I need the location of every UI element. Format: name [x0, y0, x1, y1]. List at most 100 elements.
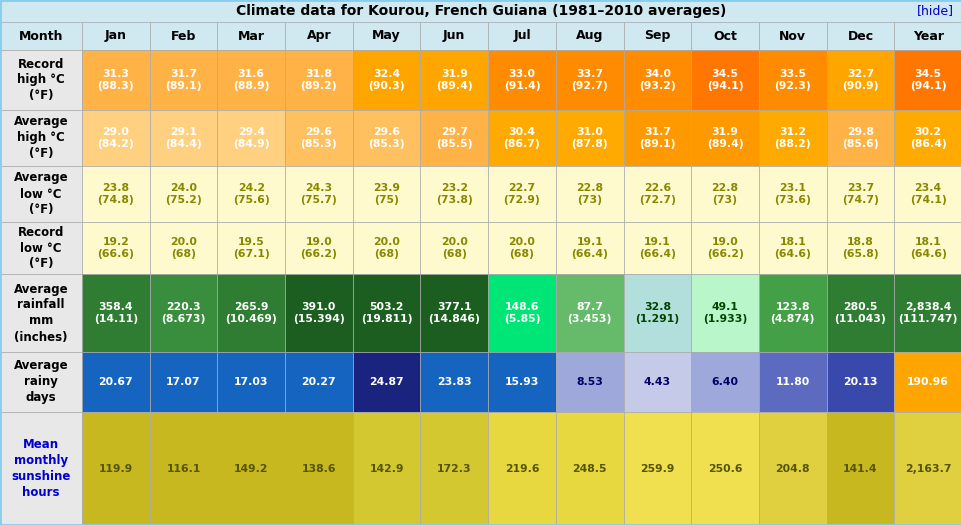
Bar: [82, 22, 150, 50]
Bar: [284, 110, 353, 166]
Bar: [487, 412, 555, 525]
Text: 23.1
(73.6): 23.1 (73.6): [774, 183, 810, 205]
Text: 19.1
(66.4): 19.1 (66.4): [638, 237, 676, 259]
Text: 33.0
(91.4): 33.0 (91.4): [504, 69, 540, 91]
Text: 19.0
(66.2): 19.0 (66.2): [300, 237, 337, 259]
Bar: [894, 274, 961, 352]
Bar: [894, 412, 961, 525]
Text: May: May: [372, 29, 401, 43]
Text: 20.0
(68): 20.0 (68): [508, 237, 535, 259]
Bar: [691, 412, 758, 525]
Bar: [825, 274, 894, 352]
Bar: [623, 22, 691, 50]
Bar: [420, 222, 487, 274]
Text: Year: Year: [912, 29, 943, 43]
Bar: [691, 22, 758, 50]
Bar: [284, 222, 353, 274]
Text: 11.80: 11.80: [775, 377, 809, 387]
Text: 33.5
(92.3): 33.5 (92.3): [774, 69, 810, 91]
Bar: [691, 166, 758, 222]
Bar: [894, 110, 961, 166]
Text: 250.6: 250.6: [707, 464, 742, 474]
Text: 2,163.7: 2,163.7: [904, 464, 950, 474]
Text: Aug: Aug: [576, 29, 603, 43]
Bar: [217, 352, 284, 412]
Bar: [0, 222, 82, 274]
Bar: [691, 222, 758, 274]
Text: 20.67: 20.67: [98, 377, 133, 387]
Bar: [353, 22, 420, 50]
Text: Oct: Oct: [712, 29, 736, 43]
Text: 2,838.4
(111.747): 2,838.4 (111.747): [898, 302, 957, 324]
Bar: [894, 352, 961, 412]
Bar: [825, 22, 894, 50]
Bar: [82, 412, 150, 525]
Bar: [0, 110, 82, 166]
Text: 17.03: 17.03: [234, 377, 268, 387]
Text: 20.0
(68): 20.0 (68): [373, 237, 400, 259]
Text: 119.9: 119.9: [99, 464, 133, 474]
Bar: [825, 166, 894, 222]
Bar: [758, 22, 825, 50]
Text: Dec: Dec: [847, 29, 873, 43]
Text: 20.0
(68): 20.0 (68): [170, 237, 197, 259]
Bar: [555, 110, 623, 166]
Text: 18.1
(64.6): 18.1 (64.6): [774, 237, 810, 259]
Text: 280.5
(11.043): 280.5 (11.043): [834, 302, 885, 324]
Text: 248.5: 248.5: [572, 464, 606, 474]
Bar: [217, 412, 284, 525]
Text: Average
low °C
(°F): Average low °C (°F): [13, 172, 68, 216]
Bar: [555, 50, 623, 110]
Text: 32.7
(90.9): 32.7 (90.9): [841, 69, 877, 91]
Bar: [487, 50, 555, 110]
Bar: [217, 22, 284, 50]
Bar: [691, 274, 758, 352]
Text: 358.4
(14.11): 358.4 (14.11): [93, 302, 137, 324]
Bar: [420, 352, 487, 412]
Text: 8.53: 8.53: [576, 377, 603, 387]
Text: 19.2
(66.6): 19.2 (66.6): [97, 237, 135, 259]
Text: Month: Month: [18, 29, 63, 43]
Bar: [0, 0, 961, 22]
Bar: [353, 50, 420, 110]
Text: 15.93: 15.93: [505, 377, 538, 387]
Text: 29.7
(85.5): 29.7 (85.5): [435, 127, 472, 149]
Text: Record
low °C
(°F): Record low °C (°F): [18, 226, 64, 270]
Bar: [555, 274, 623, 352]
Bar: [150, 412, 217, 525]
Bar: [0, 166, 82, 222]
Text: Sep: Sep: [644, 29, 670, 43]
Bar: [420, 166, 487, 222]
Bar: [623, 412, 691, 525]
Bar: [623, 274, 691, 352]
Text: 22.6
(72.7): 22.6 (72.7): [638, 183, 676, 205]
Bar: [758, 352, 825, 412]
Text: Average
high °C
(°F): Average high °C (°F): [13, 116, 68, 161]
Text: 19.1
(66.4): 19.1 (66.4): [571, 237, 607, 259]
Text: 24.0
(75.2): 24.0 (75.2): [165, 183, 202, 205]
Text: 29.6
(85.3): 29.6 (85.3): [368, 127, 405, 149]
Text: 138.6: 138.6: [302, 464, 335, 474]
Bar: [420, 50, 487, 110]
Text: 31.0
(87.8): 31.0 (87.8): [571, 127, 607, 149]
Bar: [82, 352, 150, 412]
Bar: [691, 50, 758, 110]
Bar: [284, 352, 353, 412]
Text: 20.27: 20.27: [302, 377, 336, 387]
Text: 20.0
(68): 20.0 (68): [440, 237, 467, 259]
Text: 23.2
(73.8): 23.2 (73.8): [435, 183, 472, 205]
Text: 32.8
(1.291): 32.8 (1.291): [634, 302, 678, 324]
Bar: [555, 222, 623, 274]
Bar: [691, 352, 758, 412]
Text: 34.5
(94.1): 34.5 (94.1): [909, 69, 946, 91]
Bar: [825, 352, 894, 412]
Bar: [217, 110, 284, 166]
Text: 219.6: 219.6: [505, 464, 539, 474]
Text: 149.2: 149.2: [234, 464, 268, 474]
Bar: [353, 222, 420, 274]
Bar: [487, 352, 555, 412]
Bar: [623, 110, 691, 166]
Bar: [284, 50, 353, 110]
Text: [hide]: [hide]: [916, 5, 953, 17]
Text: 31.9
(89.4): 31.9 (89.4): [706, 127, 743, 149]
